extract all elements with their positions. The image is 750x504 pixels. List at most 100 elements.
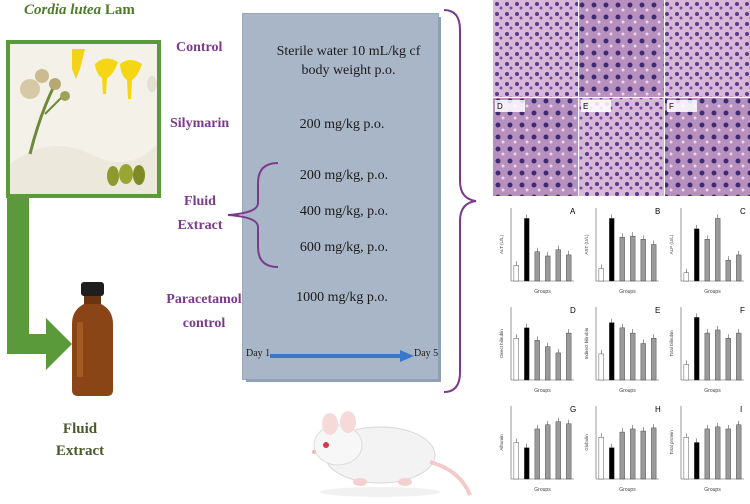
chart-i: I Groups Total protein xyxy=(669,405,744,493)
bar xyxy=(609,218,615,282)
bar xyxy=(513,442,519,480)
bar xyxy=(524,447,530,480)
bar xyxy=(566,254,572,282)
chart-g: G Groups Albumin xyxy=(499,405,576,493)
plant-photo xyxy=(6,40,161,198)
bar xyxy=(566,332,572,381)
amber-bottle-icon xyxy=(72,282,113,396)
bar xyxy=(715,218,721,282)
bar xyxy=(725,338,731,381)
dose-fe-400: 400 mg/kg, p.o. xyxy=(299,204,389,219)
dose-silymarin: 200 mg/kg p.o. xyxy=(299,117,385,132)
chart-axis xyxy=(595,208,659,282)
chart-xlabel: Groups xyxy=(534,388,551,394)
biochem-charts: A Groups ALT (U/L) B Groups AST (U/L) C Groups A… xyxy=(495,200,750,499)
bar xyxy=(619,327,625,381)
bar xyxy=(651,427,657,480)
chart-xlabel: Groups xyxy=(619,487,636,493)
bar xyxy=(715,329,721,381)
chart-xlabel: Groups xyxy=(704,388,721,394)
chart-letter: D xyxy=(570,306,576,315)
bar xyxy=(736,424,742,480)
bar xyxy=(555,249,561,282)
bar xyxy=(524,218,530,282)
dose-paracetamol: 1000 mg/kg p.o. xyxy=(296,290,388,305)
chart-axis xyxy=(510,208,574,282)
bar xyxy=(725,259,731,282)
bar xyxy=(566,423,572,480)
chart-xlabel: Groups xyxy=(534,289,551,295)
chart-axis xyxy=(680,307,744,381)
chart-axis xyxy=(595,406,659,480)
chart-e: E Groups Indirect bilirubin xyxy=(584,306,660,394)
bar xyxy=(534,251,540,282)
chart-axis xyxy=(510,406,574,480)
chart-ylabel: ALP (U/L) xyxy=(669,234,674,254)
fluid-extract-brace xyxy=(227,162,279,268)
group-fluid-extract-line2: Extract xyxy=(177,218,223,233)
bottle-label: Fluid Extract xyxy=(40,418,120,462)
micrograph-label-d: D xyxy=(497,102,503,111)
dose-control: Sterile water 10 mL/kg cf body weight p.… xyxy=(256,42,441,80)
plant-name: Cordia lutea xyxy=(24,2,102,18)
chart-letter: I xyxy=(740,405,742,414)
bar xyxy=(683,437,689,480)
chart-letter: E xyxy=(655,306,660,315)
green-process-arrow xyxy=(7,194,72,370)
bar xyxy=(694,317,700,381)
dosing-panel xyxy=(243,14,438,379)
chart-axis xyxy=(680,208,744,282)
chart-axis xyxy=(680,406,744,480)
chart-d: D Groups Direct bilirubin xyxy=(499,306,576,394)
bar xyxy=(704,428,710,480)
chart-a: A Groups ALT (U/L) xyxy=(499,207,576,295)
bar xyxy=(630,332,636,381)
chart-axis xyxy=(510,307,574,381)
bar xyxy=(598,353,604,381)
chart-xlabel: Groups xyxy=(704,487,721,493)
chart-axis xyxy=(595,307,659,381)
chart-ylabel: AST (U/L) xyxy=(584,234,589,254)
bar xyxy=(715,426,721,480)
chart-ylabel: Indirect bilirubin xyxy=(584,327,589,359)
bar xyxy=(640,430,646,480)
bar xyxy=(555,352,561,381)
chart-ylabel: Total protein xyxy=(669,430,674,455)
bar xyxy=(609,447,615,480)
bar xyxy=(534,340,540,381)
bar xyxy=(736,332,742,381)
histology-micrographs: D E F xyxy=(493,0,750,196)
chart-xlabel: Groups xyxy=(704,289,721,295)
group-fluid-extract: Fluid Extract xyxy=(170,190,230,238)
timeline-start: Day 1 xyxy=(246,348,271,359)
chart-letter: F xyxy=(740,306,745,315)
bar xyxy=(545,255,551,282)
bar xyxy=(704,239,710,282)
bottle-label-line2: Extract xyxy=(55,443,105,459)
chart-letter: C xyxy=(740,207,746,216)
bar xyxy=(640,239,646,282)
bar xyxy=(736,254,742,282)
chart-letter: H xyxy=(655,405,661,414)
chart-ylabel: Direct bilirubin xyxy=(499,329,504,358)
dose-control-line2: body weight p.o. xyxy=(301,63,396,78)
rat-illustration xyxy=(312,411,472,497)
chart-xlabel: Groups xyxy=(534,487,551,493)
bar xyxy=(640,343,646,381)
group-paracetamol: Paracetamol control xyxy=(166,288,242,336)
chart-c: C Groups ALP (U/L) xyxy=(669,207,746,295)
bar xyxy=(694,442,700,480)
micrograph-label-e: E xyxy=(583,102,588,111)
bar xyxy=(694,228,700,282)
bar xyxy=(683,364,689,381)
bar xyxy=(630,235,636,282)
bar xyxy=(545,424,551,480)
chart-ylabel: Total bilirubin xyxy=(669,330,674,357)
group-control: Control xyxy=(176,40,223,55)
results-brace xyxy=(443,9,477,393)
chart-letter: G xyxy=(570,405,576,414)
micrograph-label-f: F xyxy=(669,102,674,111)
chart-h: H Groups Globulin xyxy=(584,405,661,493)
bar xyxy=(534,428,540,480)
dose-fe-200: 200 mg/kg, p.o. xyxy=(299,168,389,183)
